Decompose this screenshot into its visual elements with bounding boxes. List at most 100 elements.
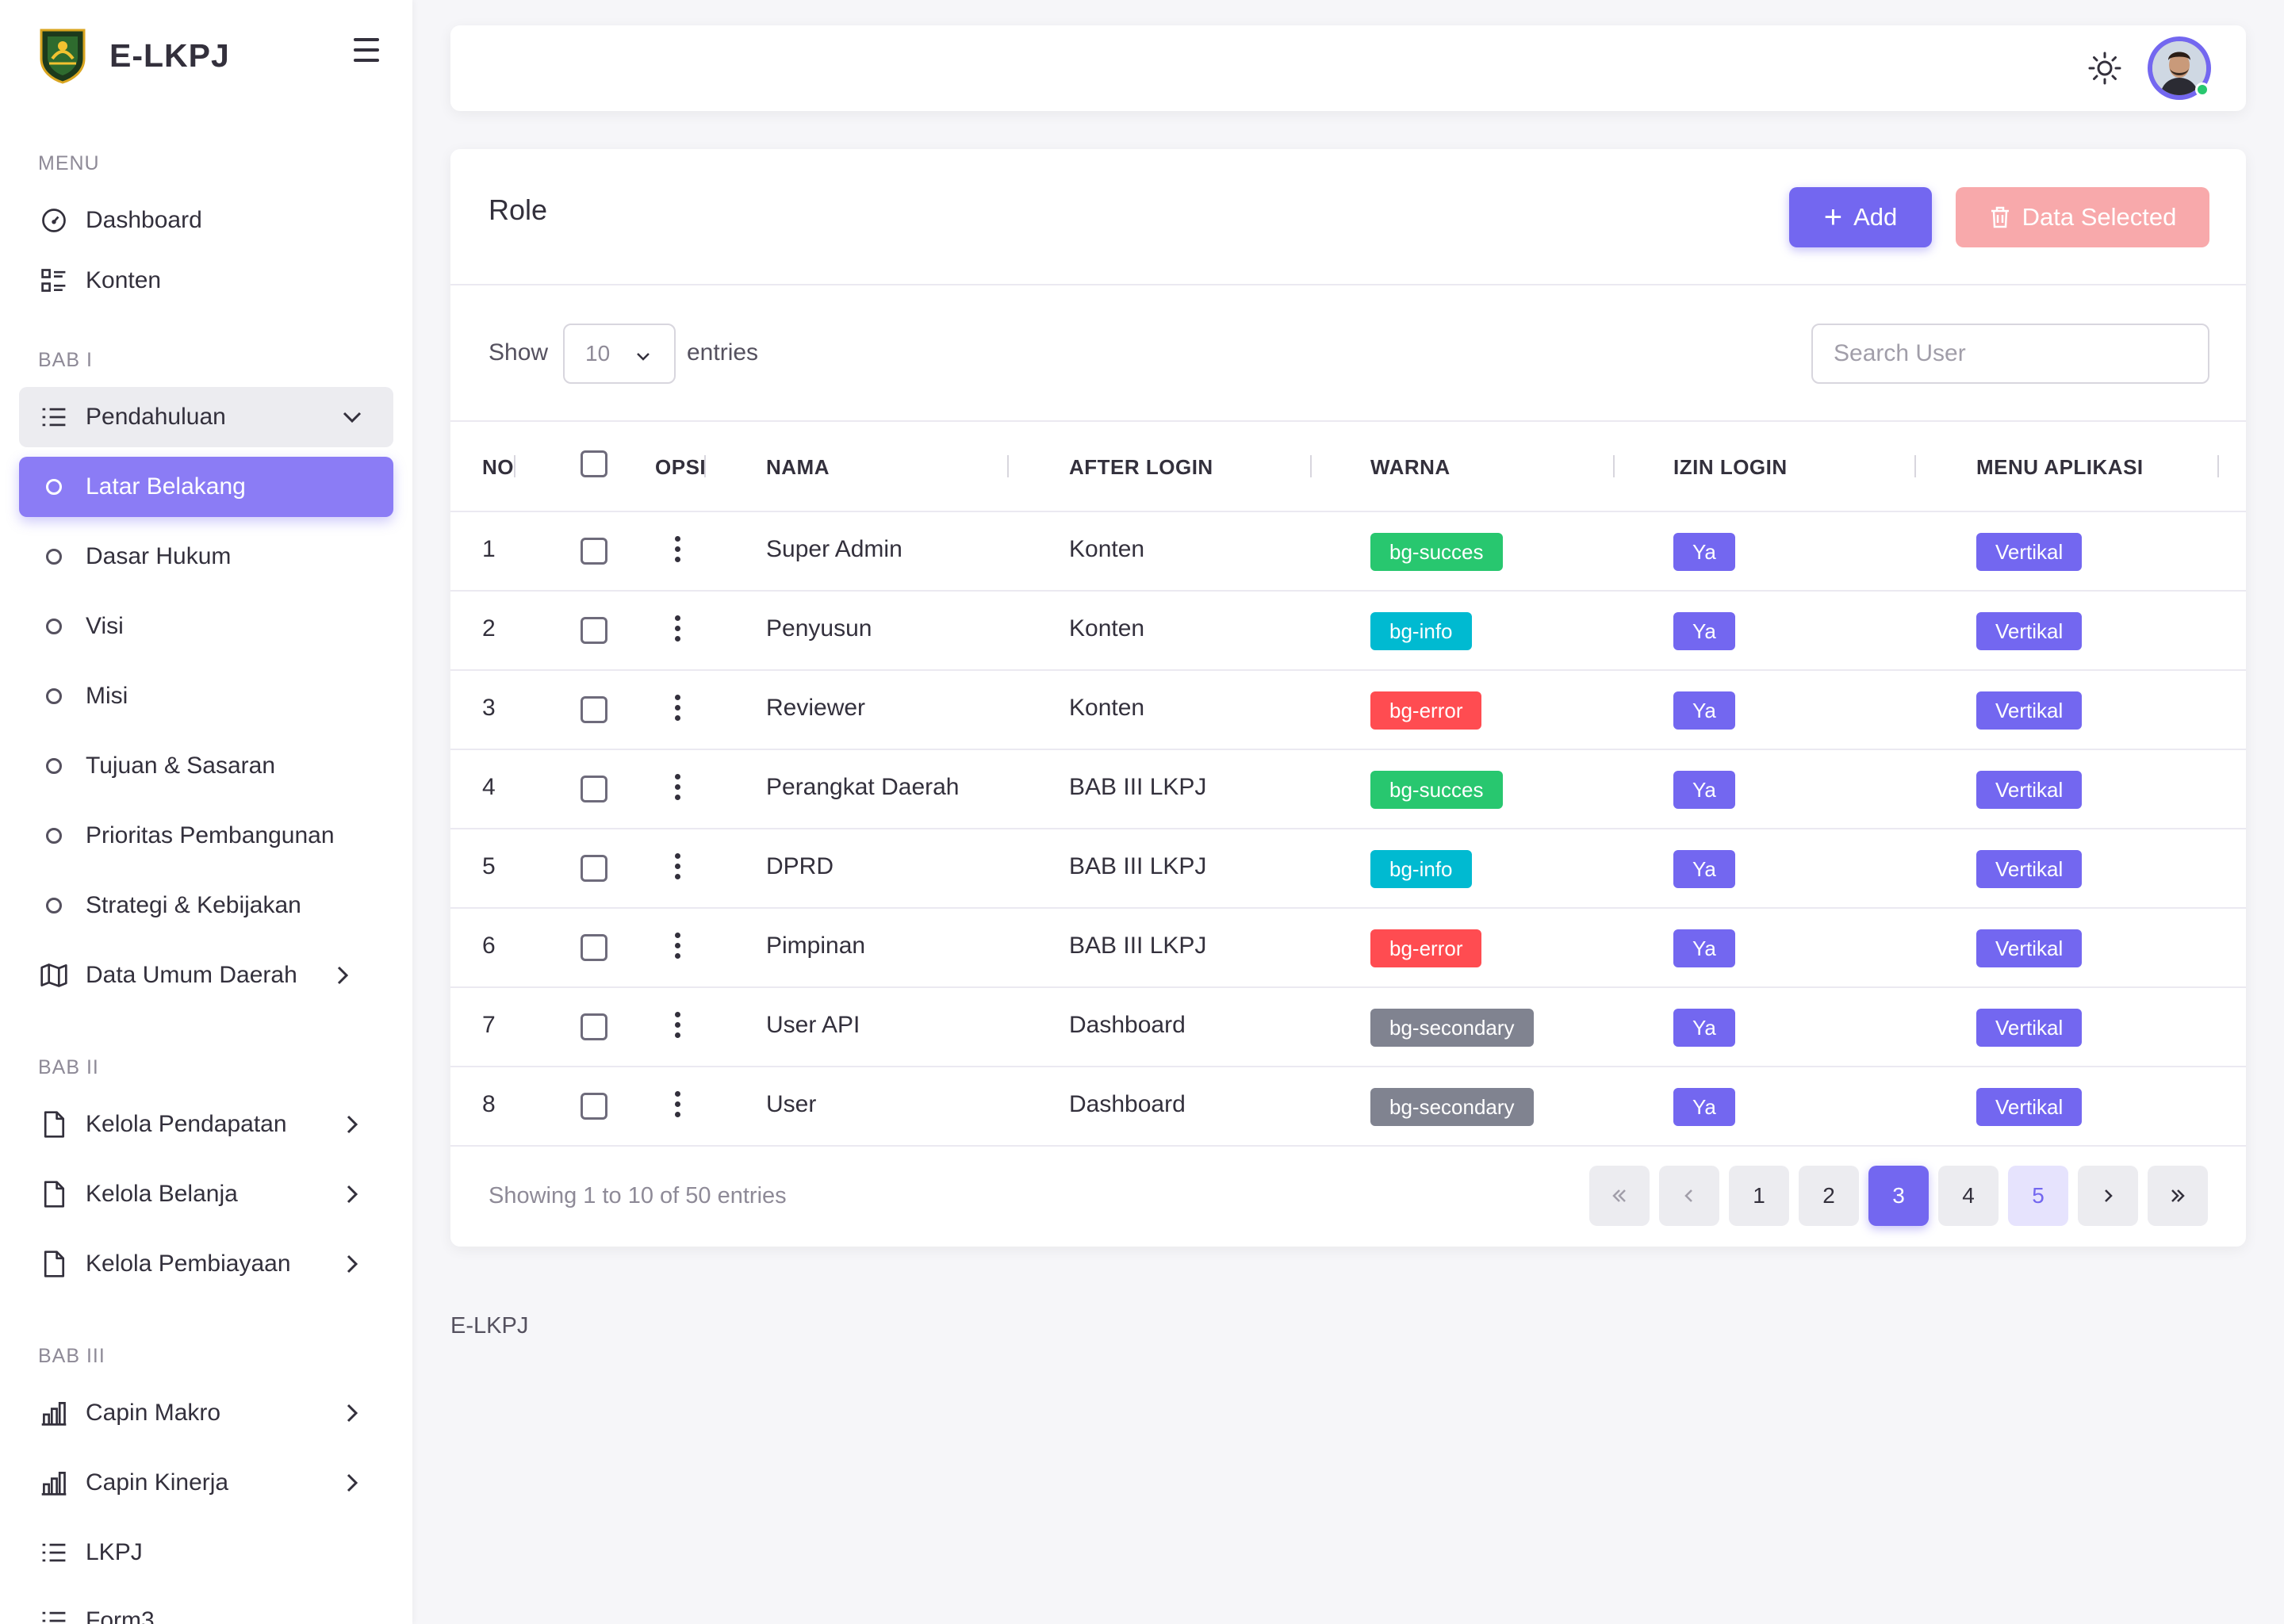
row-checkbox[interactable]	[581, 696, 607, 723]
cell-no: 3	[482, 695, 496, 721]
izin-login-badge: Ya	[1673, 1009, 1735, 1047]
prev-page-button[interactable]	[1659, 1166, 1719, 1226]
row-checkbox[interactable]	[581, 934, 607, 961]
first-page-button[interactable]	[1589, 1166, 1650, 1226]
sidebar-item-dasar-hukum[interactable]: Dasar Hukum	[19, 527, 393, 587]
brand[interactable]: E-LKPJ	[38, 24, 230, 87]
brand-name: E-LKPJ	[109, 36, 230, 74]
circle-icon	[38, 541, 70, 573]
row-checkbox[interactable]	[581, 1093, 607, 1120]
page-button-2[interactable]: 2	[1799, 1166, 1859, 1226]
more-vertical-icon[interactable]	[673, 1012, 682, 1044]
warna-badge: bg-succes	[1370, 771, 1503, 809]
list-icon	[38, 1605, 70, 1624]
more-vertical-icon[interactable]	[673, 536, 682, 568]
chevron-left-icon	[1684, 1189, 1692, 1202]
sidebar-item-konten[interactable]: Konten	[19, 251, 393, 311]
file-icon	[38, 1109, 70, 1140]
row-checkbox[interactable]	[581, 538, 607, 565]
list-icon	[38, 265, 70, 297]
column-header-opsi[interactable]: OPSI	[655, 455, 707, 479]
column-header-izin-login[interactable]: IZIN LOGIN	[1673, 455, 1788, 479]
page-button-4[interactable]: 4	[1938, 1166, 1998, 1226]
row-checkbox[interactable]	[581, 617, 607, 644]
circle-icon	[38, 611, 70, 642]
sidebar-item-strategi-kebijakan[interactable]: Strategi & Kebijakan	[19, 875, 393, 936]
sidebar-item-kelola-pendapatan[interactable]: Kelola Pendapatan	[19, 1094, 393, 1155]
column-header-no[interactable]: NO	[482, 455, 514, 479]
menu-aplikasi-badge: Vertikal	[1976, 1009, 2083, 1047]
warna-badge: bg-secondary	[1370, 1009, 1534, 1047]
row-checkbox[interactable]	[581, 776, 607, 802]
delete-selected-label: Data Selected	[2021, 203, 2177, 231]
add-button[interactable]: + Add	[1789, 187, 1932, 247]
column-header-nama[interactable]: NAMA	[766, 455, 830, 479]
more-vertical-icon[interactable]	[673, 1091, 682, 1123]
page-footer: E-LKPJ	[450, 1313, 529, 1339]
sun-icon[interactable]	[2087, 51, 2122, 86]
delete-selected-button[interactable]: Data Selected	[1956, 187, 2209, 247]
page-button-5[interactable]: 5	[2008, 1166, 2068, 1226]
sidebar-item-label: Dashboard	[86, 207, 202, 233]
entries-select[interactable]: 10	[563, 324, 676, 384]
more-vertical-icon[interactable]	[673, 774, 682, 806]
more-vertical-icon[interactable]	[673, 695, 682, 726]
online-status-dot	[2195, 82, 2209, 97]
row-checkbox[interactable]	[581, 855, 607, 882]
entries-select-value: 10	[585, 341, 611, 366]
cell-nama: Super Admin	[766, 536, 902, 562]
more-vertical-icon[interactable]	[673, 933, 682, 964]
sidebar-item-dashboard[interactable]: Dashboard	[19, 190, 393, 251]
column-header-menu-aplikasi[interactable]: MENU APLIKASI	[1976, 455, 2144, 479]
sidebar-item-kelola-pembiayaan[interactable]: Kelola Pembiayaan	[19, 1234, 393, 1294]
search-input[interactable]	[1811, 324, 2209, 384]
double-chevron-right-icon	[2171, 1189, 2185, 1202]
sidebar-item-form3[interactable]: Form3	[19, 1591, 393, 1624]
map-icon	[38, 959, 70, 991]
sidebar-item-misi[interactable]: Misi	[19, 666, 393, 726]
izin-login-badge: Ya	[1673, 1088, 1735, 1126]
avatar[interactable]	[2148, 36, 2211, 100]
cell-nama: User API	[766, 1012, 860, 1038]
table-row: 8 User Dashboard bg-secondary Ya Vertikal	[450, 1066, 2246, 1145]
cell-no: 4	[482, 774, 496, 800]
sidebar-item-capin-kinerja[interactable]: Capin Kinerja	[19, 1453, 393, 1513]
sidebar-item-pendahuluan[interactable]: Pendahuluan	[19, 387, 393, 447]
next-page-button[interactable]	[2078, 1166, 2138, 1226]
table-row: 6 Pimpinan BAB III LKPJ bg-error Ya Vertikal	[450, 907, 2246, 986]
cell-no: 5	[482, 853, 496, 879]
sidebar-item-latar-belakang[interactable]: Latar Belakang	[19, 457, 393, 517]
menu-aplikasi-badge: Vertikal	[1976, 929, 2083, 967]
cell-nama: Pimpinan	[766, 933, 866, 959]
column-header-warna[interactable]: WARNA	[1370, 455, 1450, 479]
table-row: 4 Perangkat Daerah BAB III LKPJ bg-succes Ya…	[450, 749, 2246, 828]
page-title: Role	[489, 193, 548, 226]
sidebar-item-label: Konten	[86, 267, 162, 293]
list-icon	[38, 1537, 70, 1568]
menu-aplikasi-badge: Vertikal	[1976, 612, 2083, 650]
page-button-1[interactable]: 1	[1729, 1166, 1789, 1226]
sidebar-item-capin-makro[interactable]: Capin Makro	[19, 1383, 393, 1443]
warna-badge: bg-error	[1370, 929, 1482, 967]
sidebar-item-data-umum-daerah[interactable]: Data Umum Daerah	[19, 945, 393, 1005]
divider	[450, 1145, 2246, 1147]
cell-after-login: BAB III LKPJ	[1069, 933, 1207, 959]
table-row: 1 Super Admin Konten bg-succes Ya Vertikal	[450, 511, 2246, 590]
row-checkbox[interactable]	[581, 1013, 607, 1040]
more-vertical-icon[interactable]	[673, 853, 682, 885]
cell-no: 1	[482, 536, 496, 562]
last-page-button[interactable]	[2148, 1166, 2208, 1226]
more-vertical-icon[interactable]	[673, 615, 682, 647]
column-header-after-login[interactable]: AFTER LOGIN	[1069, 455, 1213, 479]
sidebar-item-tujuan-sasaran[interactable]: Tujuan & Sasaran	[19, 736, 393, 796]
menu-toggle-icon[interactable]	[354, 38, 389, 70]
chevron-right-icon	[347, 1115, 358, 1134]
show-label: Show	[489, 339, 549, 366]
sidebar-item-kelola-belanja[interactable]: Kelola Belanja	[19, 1164, 393, 1224]
sidebar-item-prioritas-pembangunan[interactable]: Prioritas Pembangunan	[19, 806, 393, 866]
sidebar-item-visi[interactable]: Visi	[19, 596, 393, 657]
page-button-3[interactable]: 3	[1868, 1166, 1929, 1226]
select-all-checkbox[interactable]	[581, 450, 607, 477]
izin-login-badge: Ya	[1673, 771, 1735, 809]
sidebar-item-lkpj[interactable]: LKPJ	[19, 1522, 393, 1583]
